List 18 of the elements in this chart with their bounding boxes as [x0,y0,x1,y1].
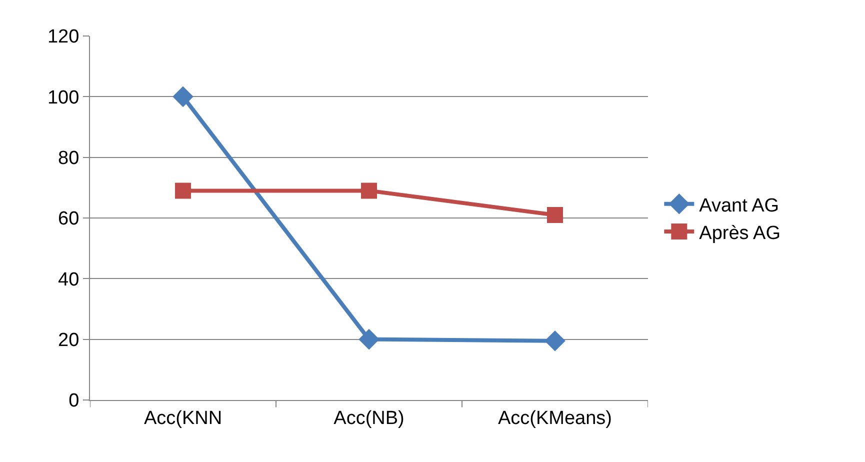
x-tick-label: Acc(KNN [144,408,222,429]
y-tick-label: 40 [58,269,80,290]
point [544,330,566,352]
x-tick-label: Acc(KMeans) [498,408,612,429]
legend-label: Après AG [699,222,780,244]
point [358,328,380,350]
point [547,206,563,223]
y-tick-label: 0 [68,390,80,412]
y-tick-label: 120 [47,26,80,48]
y-tick-label: 100 [47,87,80,108]
y-tick-label: 20 [58,330,80,351]
x-tick-label: Acc(NB) [334,408,404,429]
y-tick-label: 60 [58,208,80,230]
point [361,182,377,199]
y-tick-label: 80 [58,148,80,169]
legend-label: Avant AG [699,195,780,216]
point [172,86,194,108]
point [175,182,191,199]
